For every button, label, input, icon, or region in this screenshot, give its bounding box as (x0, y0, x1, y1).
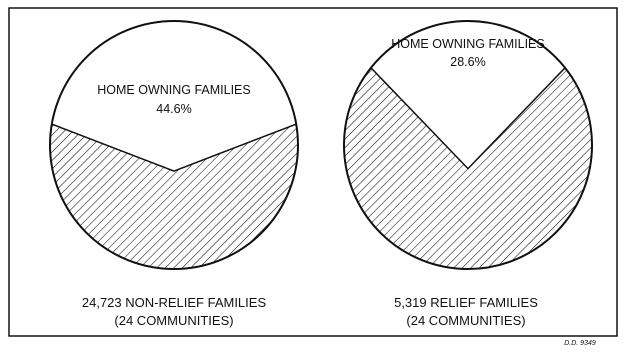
home-owning-label: HOME OWNING FAMILIES (391, 37, 545, 51)
figure-frame (8, 7, 618, 337)
pie-caption-line-1: 5,319 RELIEF FAMILIES (394, 295, 538, 310)
pie-caption-line-2: (24 COMMUNITIES) (406, 313, 525, 328)
pie-caption-line-2: (24 COMMUNITIES) (114, 313, 233, 328)
pie-outline (49, 20, 299, 270)
home-owning-percent: 44.6% (156, 102, 191, 116)
pie-relief: HOME OWNING FAMILIES 28.6% 5,319 RELIEF … (343, 20, 593, 328)
pie-caption-line-1: 24,723 NON-RELIEF FAMILIES (82, 295, 267, 310)
home-owning-percent: 28.6% (450, 55, 485, 69)
pie-outline (343, 20, 593, 270)
pie-non-relief: HOME OWNING FAMILIES 44.6% 24,723 NON-RE… (49, 20, 299, 328)
figure-footnote: D.D. 9349 (564, 340, 596, 347)
home-owning-label: HOME OWNING FAMILIES (97, 83, 251, 97)
